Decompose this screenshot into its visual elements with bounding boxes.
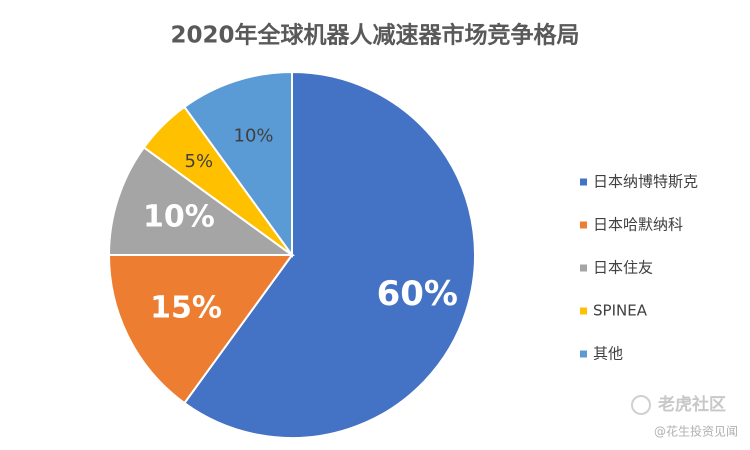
legend-label: 日本住友 bbox=[593, 259, 653, 277]
data-label: 5% bbox=[185, 151, 214, 172]
pie-slice bbox=[107, 146, 296, 256]
data-label: 10% bbox=[234, 126, 274, 147]
watermark-icon bbox=[631, 395, 651, 415]
pie: 60% 15% 10% 5% 10% bbox=[107, 70, 476, 439]
legend-label: 其他 bbox=[593, 345, 623, 363]
pie-slice bbox=[183, 70, 476, 439]
pie-slice bbox=[183, 70, 293, 259]
legend-swatch bbox=[580, 178, 587, 186]
watermark-brand: 老虎社区 bbox=[657, 394, 726, 415]
legend-label: 日本哈默纳科 bbox=[593, 216, 683, 234]
legend-label: SPINEA bbox=[593, 302, 648, 320]
data-label: 60% bbox=[377, 274, 458, 314]
watermark-author: @花生投资见闻 bbox=[654, 424, 738, 439]
legend-swatch bbox=[580, 350, 587, 358]
pie-slice bbox=[107, 254, 294, 405]
chart-title: 2020年全球机器人减速器市场竞争格局 bbox=[170, 22, 579, 49]
legend-label: 日本纳博特斯克 bbox=[593, 173, 698, 191]
legend-swatch bbox=[580, 221, 587, 229]
legend-swatch bbox=[580, 264, 587, 272]
data-label: 10% bbox=[143, 200, 215, 235]
legend-swatch bbox=[580, 307, 587, 315]
data-label: 15% bbox=[150, 291, 222, 326]
